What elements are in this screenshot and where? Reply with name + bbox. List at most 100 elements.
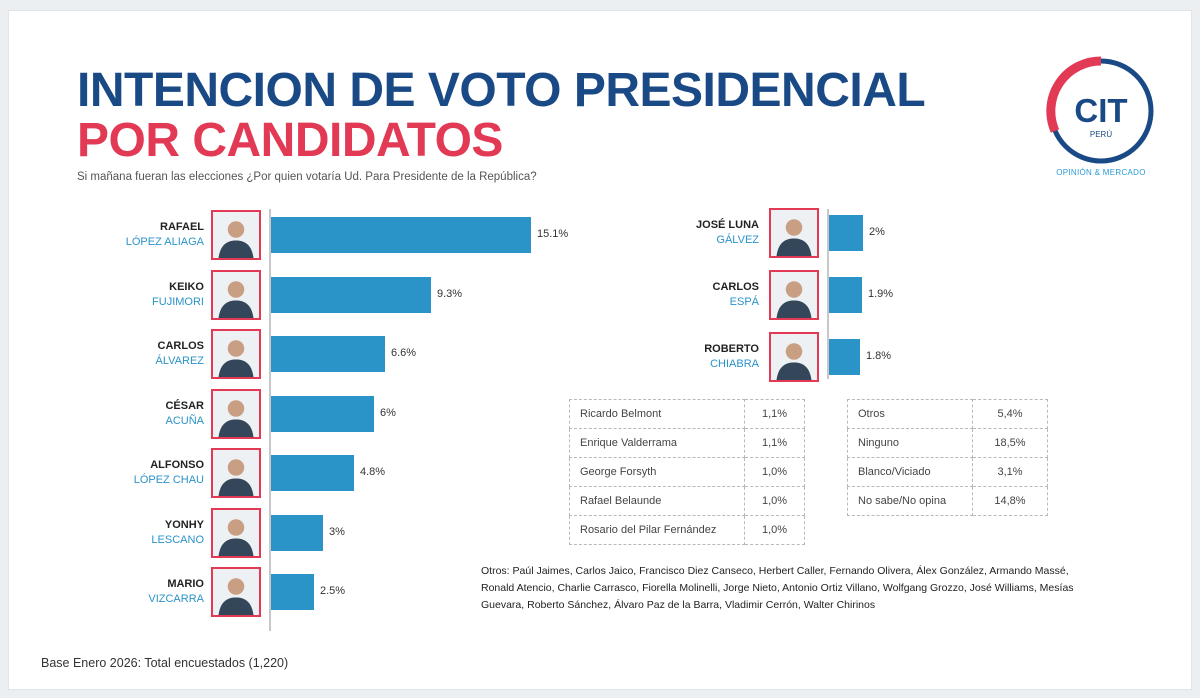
bar xyxy=(271,217,531,253)
table-row: Rosario del Pilar Fernández 1,0% xyxy=(569,515,805,545)
table-cell-name: Rosario del Pilar Fernández xyxy=(569,515,745,545)
table-row: George Forsyth 1,0% xyxy=(569,457,805,487)
table-cell-name: No sabe/No opina xyxy=(847,486,973,516)
bar-value-label: 3% xyxy=(329,525,345,538)
title-line-2: POR CANDIDATOS xyxy=(77,114,503,167)
table-cell-value: 1,0% xyxy=(744,515,805,545)
candidate-photo xyxy=(211,448,261,498)
table-cell-name: Enrique Valderrama xyxy=(569,428,745,458)
candidate-photo xyxy=(211,329,261,379)
other-responses-table: Otros 5,4% Ninguno 18,5% Blanco/Viciado 3,1% N… xyxy=(847,399,1048,516)
candidate-photo xyxy=(769,332,819,382)
table-cell-value: 1,0% xyxy=(744,457,805,487)
candidate-first-name: CARLOS xyxy=(157,340,204,352)
candidate-last-name: ESPÁ xyxy=(729,296,759,308)
bar xyxy=(271,395,374,432)
candidate-last-name: ACUÑA xyxy=(165,414,204,427)
candidate-last-name: FUJIMORI xyxy=(152,295,204,308)
bar xyxy=(271,574,314,610)
cit-logo: CIT PERÚ xyxy=(1046,56,1154,164)
table-row: Blanco/Viciado 3,1% xyxy=(847,457,1048,487)
candidate-first-name: KEIKO xyxy=(169,280,204,293)
bar-value-label: 6.6% xyxy=(391,347,417,359)
candidate-name: YONHY LESCANO xyxy=(54,518,204,548)
table-cell-value: 1,1% xyxy=(744,428,805,458)
bar xyxy=(271,455,354,491)
candidate-photo xyxy=(211,210,261,260)
right-chart-axis xyxy=(827,209,829,379)
candidate-photo xyxy=(769,208,819,258)
table-cell-name: Ninguno xyxy=(847,428,973,458)
bar xyxy=(271,276,431,313)
table-cell-name: Rafael Belaunde xyxy=(569,486,745,516)
others-note: Otros: Paúl Jaimes, Carlos Jaico, Franci… xyxy=(481,565,1074,611)
candidate-first-name: CARLOS xyxy=(712,281,759,293)
table-cell-name: Otros xyxy=(847,399,973,429)
table-cell-value: 1,0% xyxy=(744,486,805,516)
bar-value-label: 1.9% xyxy=(868,288,894,300)
bar xyxy=(829,277,862,313)
logo-sub: PERÚ xyxy=(1090,130,1112,139)
table-cell-name: Blanco/Viciado xyxy=(847,457,973,487)
table-cell-value: 18,5% xyxy=(972,428,1048,458)
candidate-photo xyxy=(211,388,261,439)
bar xyxy=(829,215,863,251)
title-line-1: INTENCION DE VOTO PRESIDENCIAL xyxy=(77,64,926,117)
table-cell-value: 1,1% xyxy=(744,399,805,429)
bar-value-label: 2% xyxy=(869,226,885,238)
candidate-last-name: VIZCARRA xyxy=(148,593,204,605)
table-cell-value: 3,1% xyxy=(972,457,1048,487)
left-chart-axis xyxy=(269,209,271,631)
table-row: Ricardo Belmont 1,1% xyxy=(569,399,805,429)
candidate-name: ALFONSO LÓPEZ CHAU xyxy=(54,458,204,488)
candidate-name: MARIO VIZCARRA xyxy=(54,577,204,607)
table-cell-value: 5,4% xyxy=(972,399,1048,429)
survey-question: Si mañana fueran las elecciones ¿Por qui… xyxy=(77,171,537,183)
candidate-name: CARLOS ÁLVAREZ xyxy=(54,339,205,369)
table-row: Enrique Valderrama 1,1% xyxy=(569,428,805,458)
candidate-first-name: MARIO xyxy=(167,578,204,590)
candidate-last-name: LESCANO xyxy=(151,533,204,546)
table-cell-value: 14,8% xyxy=(972,486,1048,516)
table-row: Otros 5,4% xyxy=(847,399,1048,429)
candidate-photo xyxy=(211,269,261,320)
candidate-photo xyxy=(769,270,819,320)
candidate-first-name: CÉSAR xyxy=(165,399,204,412)
candidate-first-name: ALFONSO xyxy=(150,459,204,471)
candidate-last-name: LÓPEZ ALIAGA xyxy=(125,236,204,248)
candidate-last-name: GÁLVEZ xyxy=(716,234,759,246)
infographic-card: INTENCION DE VOTO PRESIDENCIAL POR CANDI… xyxy=(8,10,1192,690)
table-cell-name: George Forsyth xyxy=(569,457,745,487)
candidate-first-name: JOSÉ LUNA xyxy=(696,219,759,231)
logo-tagline: OPINIÓN & MERCADO xyxy=(1056,168,1146,177)
candidate-photo xyxy=(211,567,261,617)
logo-text: CIT xyxy=(1074,92,1127,129)
candidate-name: KEIKO FUJIMORI xyxy=(54,280,204,310)
candidate-first-name: ROBERTO xyxy=(704,343,759,355)
candidate-name: CARLOS ESPÁ xyxy=(609,280,759,310)
bar-value-label: 9.3% xyxy=(437,287,463,300)
candidate-last-name: CHIABRA xyxy=(710,358,759,370)
minor-candidates-table: Ricardo Belmont 1,1% Enrique Valderrama 1,1… xyxy=(569,399,805,545)
bar-value-label: 1.8% xyxy=(866,350,892,362)
candidate-name: RAFAEL LÓPEZ ALIAGA xyxy=(54,220,204,250)
candidate-photo xyxy=(211,507,261,558)
candidate-name: JOSÉ LUNA GÁLVEZ xyxy=(609,218,759,248)
bar xyxy=(271,336,385,372)
candidate-last-name: LÓPEZ CHAU xyxy=(133,474,204,486)
candidate-first-name: RAFAEL xyxy=(160,221,204,233)
bar-value-label: 15.1% xyxy=(537,228,569,240)
table-row: No sabe/No opina 14,8% xyxy=(847,486,1048,516)
table-cell-name: Ricardo Belmont xyxy=(569,399,745,429)
table-row: Rafael Belaunde 1,0% xyxy=(569,486,805,516)
candidate-name: CÉSAR ACUÑA xyxy=(54,399,204,429)
candidate-first-name: YONHY xyxy=(164,518,204,531)
bar-value-label: 6% xyxy=(380,406,396,419)
bar-value-label: 2.5% xyxy=(320,585,346,597)
base-note: Base Enero 2026: Total encuestados (1,22… xyxy=(41,656,289,670)
bar xyxy=(829,339,860,375)
candidate-name: ROBERTO CHIABRA xyxy=(609,342,759,372)
candidate-last-name: ÁLVAREZ xyxy=(155,355,205,367)
table-row: Ninguno 18,5% xyxy=(847,428,1048,458)
bar xyxy=(271,514,323,551)
